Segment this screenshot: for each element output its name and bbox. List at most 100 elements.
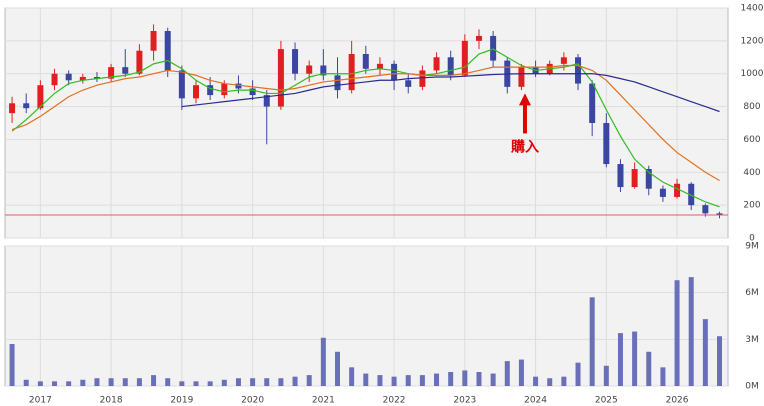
candle-body (461, 40, 468, 76)
volume-bar (490, 373, 496, 386)
candle-body (688, 183, 695, 206)
candle-body (674, 183, 681, 197)
volume-bar (462, 370, 468, 386)
x-tick-label: 2017 (29, 396, 52, 406)
volume-bar (235, 378, 241, 386)
volume-bar (94, 378, 100, 386)
candle-body (263, 95, 270, 107)
volume-bar (165, 378, 171, 386)
volume-bar (52, 381, 58, 386)
candle-body (645, 169, 652, 189)
candle-body (702, 205, 709, 214)
y-tick-label: 800 (743, 102, 760, 112)
candle-body (490, 35, 497, 61)
volume-bar (278, 378, 284, 386)
volume-bar (646, 351, 652, 386)
annotation-arrowhead (518, 93, 531, 106)
candle-body (362, 54, 369, 69)
x-tick-label: 2022 (383, 396, 406, 406)
moving-average-line (11, 64, 720, 182)
candle-body (447, 57, 454, 76)
candle-body (249, 88, 256, 96)
price-panel (4, 7, 729, 239)
x-tick-label: 2024 (524, 396, 547, 406)
y-tick-label: 600 (743, 135, 760, 145)
y-tick-label: 1400 (741, 4, 764, 14)
candle-body (23, 103, 30, 109)
volume-bar (547, 378, 553, 386)
moving-average-line (11, 48, 720, 208)
volume-bar (334, 351, 340, 386)
candle-body (320, 65, 327, 76)
volume-bar (504, 361, 510, 386)
volume-bar (377, 375, 383, 386)
volume-bar (575, 362, 581, 386)
volume-bar (632, 331, 638, 386)
volume-bar (688, 277, 694, 386)
volume-bar (660, 367, 666, 386)
candle-body (221, 83, 228, 96)
volume-bar (363, 373, 369, 386)
candle-body (193, 85, 200, 99)
volume-bar (533, 376, 539, 386)
candle-body (37, 85, 44, 109)
volume-bar (391, 376, 397, 386)
candle-body (405, 80, 412, 87)
candle-body (136, 50, 143, 74)
candle-body (631, 169, 638, 188)
volume-panel (4, 245, 729, 387)
volume-bar (476, 372, 482, 386)
candle-body (617, 164, 624, 188)
volume-bar (108, 378, 114, 386)
volume-bar (717, 336, 723, 386)
volume-bar (221, 379, 227, 386)
volume-bar (151, 375, 157, 386)
candle-body (122, 67, 129, 74)
y-tick-label: 6M (745, 288, 759, 298)
candle-body (65, 73, 72, 81)
candle-body (79, 77, 86, 81)
x-tick-label: 2018 (100, 396, 123, 406)
volume-bar (419, 375, 425, 386)
y-tick-label: 400 (743, 168, 760, 178)
volume-bar (434, 373, 440, 386)
x-tick-label: 2026 (666, 396, 689, 406)
candle-body (589, 83, 596, 123)
volume-bar (306, 375, 312, 386)
volume-bar (122, 378, 128, 386)
volume-bar (179, 381, 185, 386)
candle-body (306, 65, 313, 74)
candle-body (93, 77, 100, 79)
volume-bar (264, 378, 270, 386)
volume-bar (23, 379, 29, 386)
candle-body (277, 49, 284, 107)
y-tick-label: 3M (745, 335, 759, 345)
candle-body (9, 103, 16, 114)
y-tick-label: 1200 (741, 36, 764, 46)
volume-bar (9, 344, 15, 386)
candle-body (150, 31, 157, 51)
x-tick-label: 2025 (595, 396, 618, 406)
candle-body (716, 213, 723, 215)
volume-bar (448, 372, 454, 386)
candle-body (292, 49, 299, 74)
x-tick-label: 2021 (312, 396, 335, 406)
volume-bar (603, 365, 609, 386)
candle-body (348, 54, 355, 91)
y-tick-label: 1000 (741, 69, 764, 79)
volume-bar (518, 359, 524, 386)
volume-bar (193, 381, 199, 386)
volume-bar (674, 280, 680, 386)
volume-bar (66, 381, 72, 386)
volume-bar (320, 337, 326, 386)
volume-bar (617, 333, 623, 386)
y-tick-label: 200 (743, 201, 760, 211)
candle-body (603, 123, 610, 165)
y-tick-label: 0 (749, 234, 755, 244)
y-tick-label: 9M (745, 242, 759, 252)
candle-body (433, 57, 440, 71)
candle-body (475, 35, 482, 41)
candle-body (560, 57, 567, 64)
